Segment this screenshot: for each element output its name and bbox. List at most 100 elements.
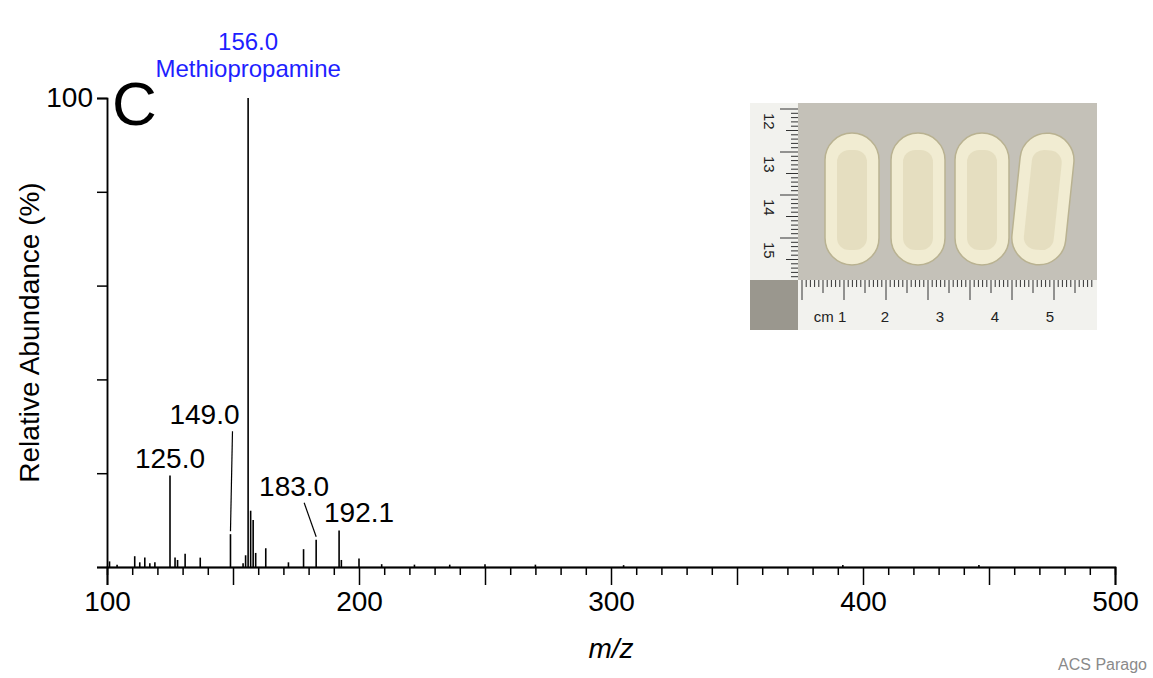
inset-ruler-tick [965, 280, 966, 287]
inset-ruler-tick [873, 280, 874, 287]
inset-ruler-tick [791, 225, 798, 226]
peak [139, 562, 141, 567]
inset-ruler-tick [1058, 280, 1059, 287]
tick-label: 400 [840, 586, 887, 617]
inset-ruler-tick [791, 156, 798, 157]
inset-ruler-tick [890, 280, 891, 287]
inset-ruler-tick [786, 130, 798, 131]
source-note: ACS Parago [1058, 656, 1147, 673]
tick-mark [359, 567, 361, 585]
inset-ruler-label: 12 [761, 113, 778, 130]
inset-ruler-tick [791, 229, 798, 230]
tick-label: 200 [336, 586, 383, 617]
inset-ruler-tick [949, 280, 950, 293]
inset-ruler-tick [1066, 280, 1067, 287]
inset-ruler-tick [1016, 280, 1017, 287]
inset-ruler-tick [791, 164, 798, 165]
peak [842, 565, 844, 567]
peaks [110, 98, 979, 567]
inset-capsule [955, 133, 1009, 265]
inset-ruler-tick [865, 280, 866, 293]
tick: 200 [336, 567, 383, 617]
x-mid-ticks [108, 567, 1116, 585]
inset-ruler-tick [791, 182, 798, 183]
peak [381, 564, 383, 567]
peak [358, 559, 360, 567]
tick [97, 379, 107, 380]
inset-ruler-tick [791, 139, 798, 140]
peak [623, 565, 625, 567]
inset-ruler-tick [856, 280, 857, 287]
capsule-content [967, 150, 997, 250]
peak [341, 560, 343, 567]
chart: 12131415cm 12345100200300400500100Relati… [0, 0, 1153, 678]
inset-ruler-tick [1049, 280, 1050, 287]
capsule-content [1023, 149, 1063, 252]
tick: 400 [840, 567, 887, 617]
inset-ruler-tick [791, 276, 798, 277]
inset-ruler-tick [944, 280, 945, 287]
inset-ruler-tick [791, 186, 798, 187]
peak [199, 558, 201, 567]
peak [449, 565, 451, 567]
inset-ruler-tick [915, 280, 916, 287]
inset-ruler-tick [791, 242, 798, 243]
y-axis-title: Relative Abundance (%) [14, 182, 45, 482]
tick [485, 567, 486, 585]
tick: 500 [1092, 567, 1139, 617]
tick-label: 100 [84, 586, 131, 617]
inset-ruler-tick [791, 160, 798, 161]
inset-ruler-tick [902, 280, 903, 287]
inset-ruler-tick [1020, 280, 1021, 287]
tick [737, 567, 738, 585]
peak [230, 534, 232, 567]
tick [989, 567, 990, 585]
inset-ruler-tick [898, 280, 899, 287]
inset-ruler-tick [814, 280, 815, 287]
peak [978, 565, 980, 567]
inset-ruler-tick [780, 238, 798, 239]
inset-ruler-tick [886, 280, 887, 300]
inset-ruler-label: 5 [1046, 308, 1054, 325]
peak [144, 558, 146, 567]
inset-ruler-tick [1062, 280, 1063, 287]
inset-ruler-tick [791, 177, 798, 178]
inset-ruler-tick [791, 255, 798, 256]
capsule-shell [1009, 131, 1077, 268]
inset-ruler-tick [995, 280, 996, 287]
peak-label: 192.1 [324, 497, 394, 528]
inset-ruler-tick [1028, 280, 1029, 287]
inset-ruler-tick [911, 280, 912, 287]
inset-ruler-corner [750, 280, 798, 330]
inset-ruler-tick [791, 190, 798, 191]
inset-ruler-label: 15 [761, 242, 778, 259]
x-axis-title: m/z [588, 633, 633, 664]
axis-line [97, 99, 108, 568]
inset-ruler-tick [991, 280, 992, 293]
tick-mark [1115, 567, 1117, 585]
tick: 100 [84, 567, 131, 617]
peak [265, 548, 267, 567]
inset-ruler-tick [1079, 280, 1080, 287]
peak [303, 549, 305, 567]
peak [174, 558, 176, 567]
inset-ruler-tick [818, 280, 819, 287]
inset-ruler-tick [957, 280, 958, 287]
inset-ruler-tick [839, 280, 840, 287]
inset-ruler-tick [791, 121, 798, 122]
peak [255, 553, 257, 567]
inset-ruler-tick [877, 280, 878, 287]
inset-ruler-tick [1075, 280, 1076, 293]
axis-line [97, 99, 108, 568]
title: 156.0 [218, 28, 278, 55]
inset-ruler-tick [791, 199, 798, 200]
inset-capsule [1009, 131, 1077, 268]
tick-mark [107, 567, 109, 585]
peak [177, 560, 179, 567]
capsule-shell [891, 133, 945, 265]
inset-ruler-tick [791, 134, 798, 135]
inset-ruler-tick [791, 117, 798, 118]
tick-mark [97, 473, 107, 475]
inset-ruler-label: 3 [936, 308, 944, 325]
tick-mark [989, 567, 991, 585]
